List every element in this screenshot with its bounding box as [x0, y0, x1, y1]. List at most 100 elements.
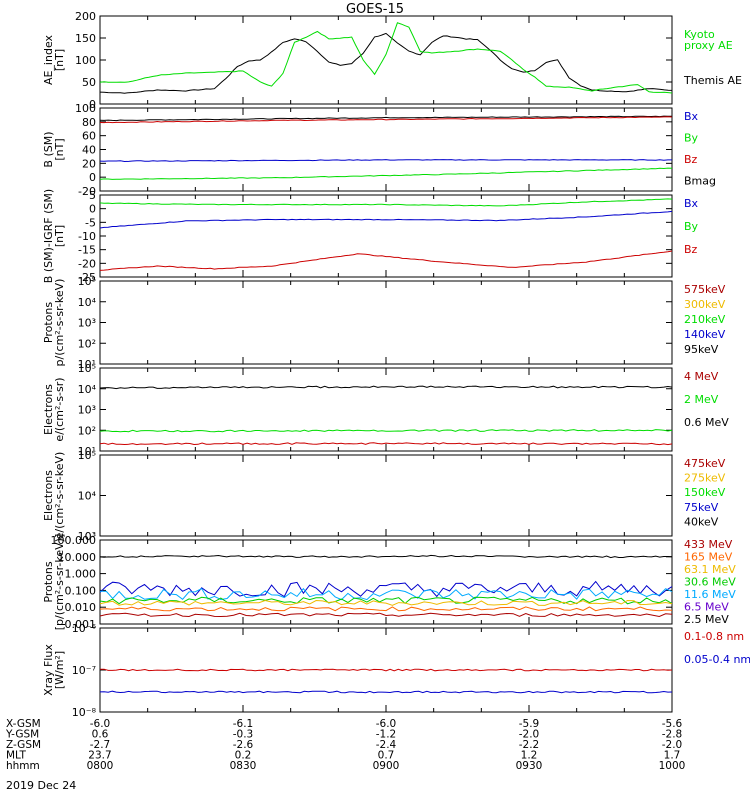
y-tick-label: 10⁻⁷ — [72, 664, 96, 677]
y-tick-label: 0 — [89, 171, 96, 184]
y-tick-label: -25 — [78, 271, 96, 284]
y-tick-label: 0.100 — [65, 584, 97, 597]
panel-frame — [99, 194, 673, 278]
panel-frame — [99, 367, 673, 452]
series-line — [99, 580, 673, 598]
legend-entry: 2 MeV — [684, 393, 719, 406]
y-tick-label: 1.000 — [65, 568, 97, 581]
series-line — [99, 587, 673, 601]
legend-entry: 63.1 MeV — [684, 563, 736, 576]
axis-row-value: -0.3 — [233, 729, 254, 741]
y-axis-label: Electrons — [42, 384, 55, 435]
date-label: 2019 Dec 24 — [6, 779, 76, 792]
panel-frame — [99, 627, 673, 713]
legend-entry: 300keV — [684, 298, 726, 311]
y-tick-label: 10⁵ — [78, 449, 96, 462]
y-tick-label: 150 — [75, 32, 96, 45]
legend-entry: 95keV — [684, 343, 719, 356]
axis-row-name: X-GSM — [6, 718, 41, 730]
legend-entry: 40keV — [684, 515, 719, 528]
y-tick-label: -20 — [78, 185, 96, 198]
y-tick-label: 10³ — [78, 404, 96, 417]
y-tick-label: 10² — [78, 337, 96, 350]
y-tick-label: 0.001 — [65, 618, 97, 631]
axis-row-value: -5.6 — [662, 718, 683, 730]
y-tick-label: 10.000 — [58, 551, 97, 564]
y-tick-label: 50 — [82, 76, 96, 89]
y-tick-label: 10⁴ — [78, 296, 97, 309]
y-tick-label: 200 — [75, 10, 96, 23]
panel-protons2: 0.001 0.010 0.100 1.000 10.000 100.000 Protons… — [42, 534, 736, 631]
series-line — [99, 599, 673, 606]
legend-entry: Themis AE — [683, 74, 742, 87]
y-tick-label: 20 — [82, 157, 96, 170]
series-line — [99, 250, 673, 271]
y-tick-label: 10⁴ — [78, 383, 97, 396]
y-axis-label: [nT] — [53, 225, 66, 247]
legend-entry: By — [684, 220, 699, 233]
legend-entry: 575keV — [684, 283, 726, 296]
y-tick-label: -15 — [78, 244, 96, 257]
y-axis-label: Protons — [42, 561, 55, 602]
y-axis-label: Xray Flux — [42, 644, 55, 696]
y-tick-label: 10⁻⁶ — [72, 622, 97, 635]
legend-entry: 433 MeV — [684, 538, 733, 551]
series-line — [99, 668, 673, 672]
axis-row-value: -2.4 — [376, 739, 397, 751]
series-line — [99, 606, 673, 612]
axis-row-name: Z-GSM — [6, 739, 41, 751]
y-tick-label: 10³ — [78, 317, 96, 330]
y-tick-label: 10² — [78, 424, 96, 437]
series-line — [99, 612, 673, 618]
legend-entry: 2.5 MeV — [684, 613, 729, 626]
legend-entry: 4 MeV — [684, 370, 719, 383]
legend-entry: 150keV — [684, 486, 726, 499]
panel-frame — [99, 454, 673, 537]
axis-row-value: 0.7 — [378, 750, 395, 762]
axis-row-value: 1000 — [659, 760, 686, 772]
series-line — [99, 554, 673, 559]
series-line — [99, 198, 673, 207]
series-line — [99, 690, 673, 694]
legend-entry: Bz — [684, 243, 698, 256]
series-line — [99, 32, 673, 94]
y-axis-label: AE_index — [42, 34, 55, 85]
y-tick-label: 5 — [89, 189, 96, 202]
legend-entry: 11.6 MeV — [684, 588, 736, 601]
panel-bigrf: -25-20-15-10-505 B (SM)-IGRF (SM)[nT] Bx By… — [42, 189, 699, 284]
axis-row-value: 23.7 — [88, 750, 111, 762]
legend-entry: 6.5 MeV — [684, 601, 729, 614]
panel-frame — [99, 280, 673, 365]
axis-row-value: -5.9 — [519, 718, 540, 730]
axis-row-value: -2.8 — [662, 729, 683, 741]
y-tick-label: -5 — [85, 216, 96, 229]
panel-xray: 10⁻⁸ 10⁻⁷ 10⁻⁶ Xray Flux[W/m²] 0.1-0.8 nm 0.0… — [42, 622, 750, 719]
legend-entry: 210keV — [684, 313, 726, 326]
axis-row-value: -2.2 — [519, 739, 540, 751]
axis-row-value: -1.2 — [376, 729, 397, 741]
legend-entry: proxy AE — [684, 39, 733, 52]
y-axis-label: [nT] — [53, 138, 66, 160]
series-line — [99, 429, 673, 433]
y-tick-label: 10¹ — [78, 358, 96, 371]
series-line — [99, 167, 673, 180]
y-tick-label: -20 — [78, 257, 96, 270]
legend-entry: Kyoto — [684, 28, 715, 41]
y-tick-label: 0 — [89, 203, 96, 216]
y-axis-label: [p/(cm²-s-sr-keV)] — [53, 534, 66, 631]
axis-row-value: -2.0 — [519, 729, 540, 741]
y-axis-label: p/(cm²-s-sr-keV) — [53, 279, 66, 367]
y-tick-label: 60 — [82, 130, 96, 143]
axis-row-value: 1.7 — [664, 750, 681, 762]
axis-row-value: 0930 — [516, 760, 543, 772]
axis-row-value: -6.0 — [376, 718, 397, 730]
legend-entry: 0.1-0.8 nm — [684, 630, 744, 643]
axis-row-value: -2.0 — [662, 739, 683, 751]
axis-row-value: 1.2 — [521, 750, 538, 762]
y-axis-label: e/(cm²-s-sr) — [53, 377, 66, 441]
